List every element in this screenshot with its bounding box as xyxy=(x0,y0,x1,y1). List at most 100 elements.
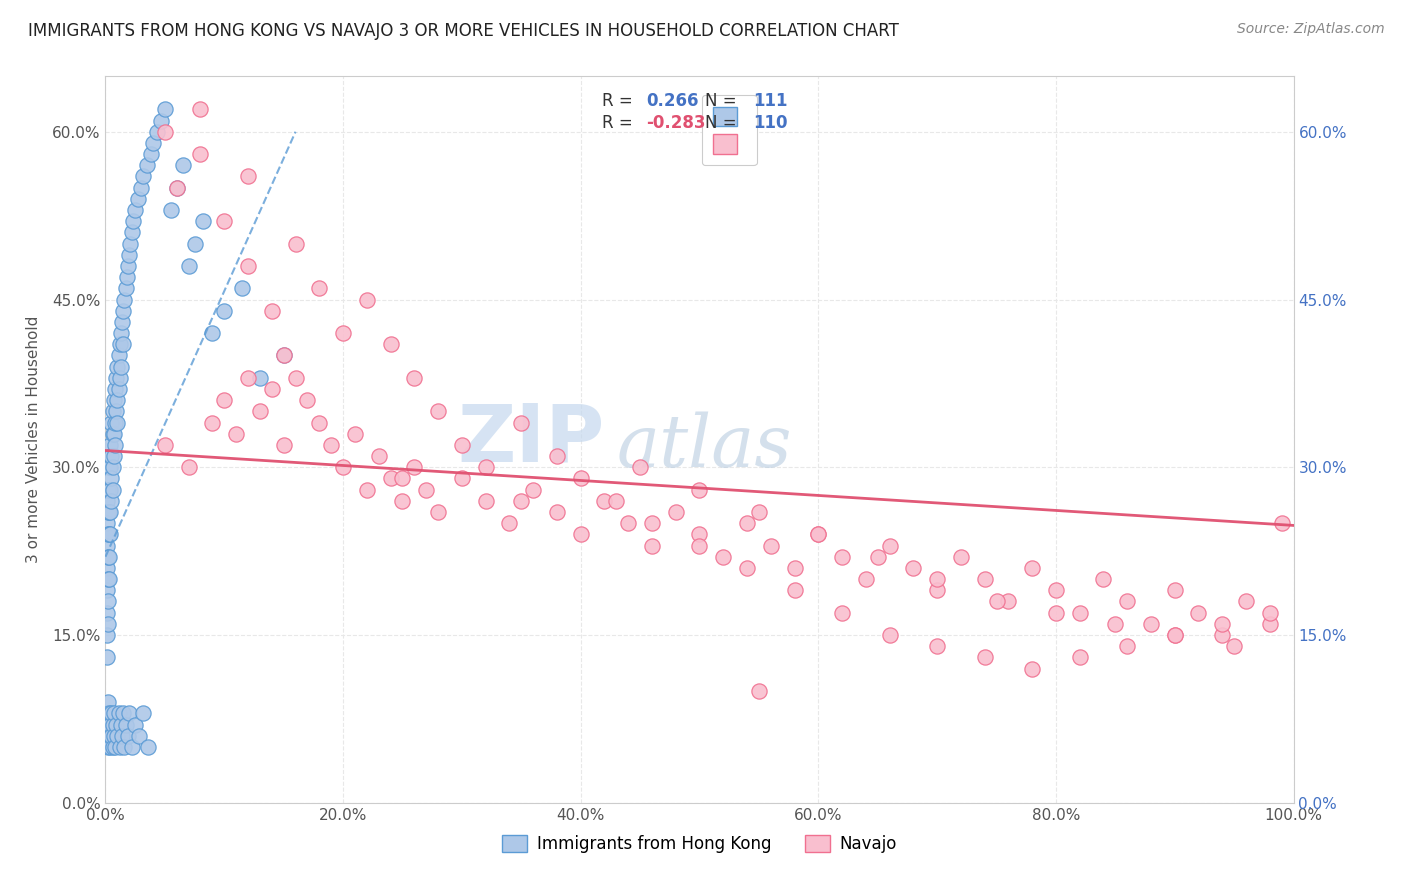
Point xyxy=(98,505,121,519)
Point xyxy=(128,729,150,743)
Point xyxy=(391,471,413,485)
Point xyxy=(98,483,121,497)
Point xyxy=(925,583,948,598)
Point xyxy=(1021,662,1043,676)
Point xyxy=(973,650,995,665)
Point xyxy=(114,293,136,307)
Point xyxy=(1092,572,1115,586)
Point xyxy=(1258,606,1281,620)
Point xyxy=(404,460,426,475)
Point xyxy=(98,505,121,519)
Point xyxy=(367,449,389,463)
Point xyxy=(190,147,212,161)
Point xyxy=(214,303,236,318)
Point xyxy=(101,739,124,754)
Point xyxy=(332,460,354,475)
Y-axis label: 3 or more Vehicles in Household: 3 or more Vehicles in Household xyxy=(25,316,41,563)
Point xyxy=(129,180,152,194)
Point xyxy=(284,236,307,251)
Point xyxy=(498,516,520,531)
Point xyxy=(108,739,131,754)
Point xyxy=(415,483,437,497)
Point xyxy=(380,337,402,351)
Point xyxy=(101,483,124,497)
Point xyxy=(96,516,118,531)
Point xyxy=(103,706,125,721)
Point xyxy=(735,561,758,575)
Point xyxy=(98,460,121,475)
Point xyxy=(98,729,121,743)
Point xyxy=(1211,628,1233,642)
Text: ZIP: ZIP xyxy=(457,401,605,478)
Point xyxy=(97,572,120,586)
Point xyxy=(101,717,124,731)
Point xyxy=(107,348,129,362)
Point xyxy=(427,404,450,418)
Point xyxy=(96,583,118,598)
Point xyxy=(201,416,224,430)
Point xyxy=(177,460,200,475)
Point xyxy=(105,371,128,385)
Point xyxy=(284,371,307,385)
Point xyxy=(191,214,214,228)
Point xyxy=(343,426,366,441)
Point xyxy=(628,460,651,475)
Point xyxy=(96,729,118,743)
Point xyxy=(225,426,247,441)
Point xyxy=(117,259,139,273)
Point xyxy=(1164,583,1187,598)
Point xyxy=(308,416,330,430)
Point xyxy=(159,202,181,217)
Point xyxy=(118,248,141,262)
Point xyxy=(121,226,143,240)
Text: Source: ZipAtlas.com: Source: ZipAtlas.com xyxy=(1237,22,1385,37)
Text: R =: R = xyxy=(602,114,638,132)
Point xyxy=(98,527,121,541)
Point xyxy=(273,348,295,362)
Point xyxy=(105,359,128,374)
Point xyxy=(665,505,688,519)
Point xyxy=(107,382,129,396)
Text: atlas: atlas xyxy=(616,411,792,482)
Point xyxy=(1258,616,1281,631)
Point xyxy=(111,729,134,743)
Point xyxy=(231,281,253,295)
Point xyxy=(249,404,271,418)
Point xyxy=(236,169,259,184)
Point xyxy=(1164,628,1187,642)
Point xyxy=(689,527,711,541)
Text: R =: R = xyxy=(602,92,638,111)
Point xyxy=(111,315,134,329)
Point xyxy=(105,416,128,430)
Point xyxy=(260,303,283,318)
Point xyxy=(1069,606,1091,620)
Point xyxy=(97,695,120,709)
Point xyxy=(110,717,132,731)
Point xyxy=(98,717,121,731)
Point xyxy=(593,493,616,508)
Point xyxy=(356,483,378,497)
Point xyxy=(522,483,544,497)
Point xyxy=(997,594,1019,608)
Point xyxy=(114,739,136,754)
Point xyxy=(112,706,135,721)
Point xyxy=(1069,650,1091,665)
Point xyxy=(100,493,122,508)
Point xyxy=(115,270,138,285)
Point xyxy=(879,628,901,642)
Point xyxy=(136,158,159,172)
Point xyxy=(105,729,128,743)
Text: N =: N = xyxy=(706,114,742,132)
Point xyxy=(1223,639,1246,653)
Point xyxy=(127,192,149,206)
Point xyxy=(98,549,121,564)
Point xyxy=(986,594,1008,608)
Point xyxy=(510,493,533,508)
Point xyxy=(855,572,877,586)
Point xyxy=(98,438,121,452)
Text: -0.283: -0.283 xyxy=(645,114,706,132)
Point xyxy=(356,293,378,307)
Point xyxy=(100,471,122,485)
Point xyxy=(214,214,236,228)
Point xyxy=(114,717,136,731)
